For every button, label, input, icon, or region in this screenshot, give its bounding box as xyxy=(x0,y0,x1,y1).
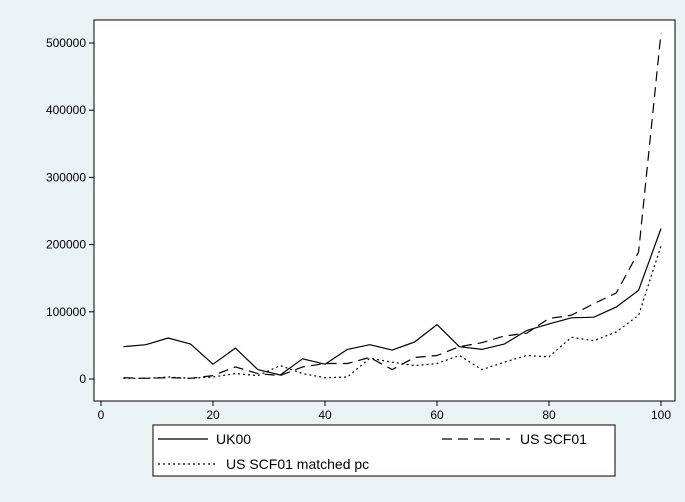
legend-label-uk00: UK00 xyxy=(216,431,251,447)
x-tick-label: 0 xyxy=(98,408,105,422)
y-tick-label: 0 xyxy=(79,372,86,386)
x-tick-label: 20 xyxy=(206,408,220,422)
legend-label-us-scf01-matched-pc: US SCF01 matched pc xyxy=(226,456,369,472)
y-tick-label: 200000 xyxy=(46,238,86,252)
x-tick-label: 80 xyxy=(542,408,556,422)
plot-area xyxy=(93,19,676,402)
y-tick-label: 100000 xyxy=(46,305,86,319)
x-tick-label: 40 xyxy=(318,408,332,422)
series-line-us-scf01 xyxy=(123,32,662,379)
y-tick-label: 500000 xyxy=(46,36,86,50)
series-line-us-scf01-matched-pc xyxy=(123,245,662,379)
series-line-uk00 xyxy=(123,228,662,376)
legend-label-us-scf01: US SCF01 xyxy=(520,431,587,447)
legend-box xyxy=(152,424,616,477)
y-tick-label: 400000 xyxy=(46,103,86,117)
y-tick-label: 300000 xyxy=(46,170,86,184)
legend: UK00 US SCF01 US SCF01 matched pc xyxy=(152,424,616,477)
x-tick-label: 100 xyxy=(651,408,671,422)
x-tick-label: 60 xyxy=(430,408,444,422)
